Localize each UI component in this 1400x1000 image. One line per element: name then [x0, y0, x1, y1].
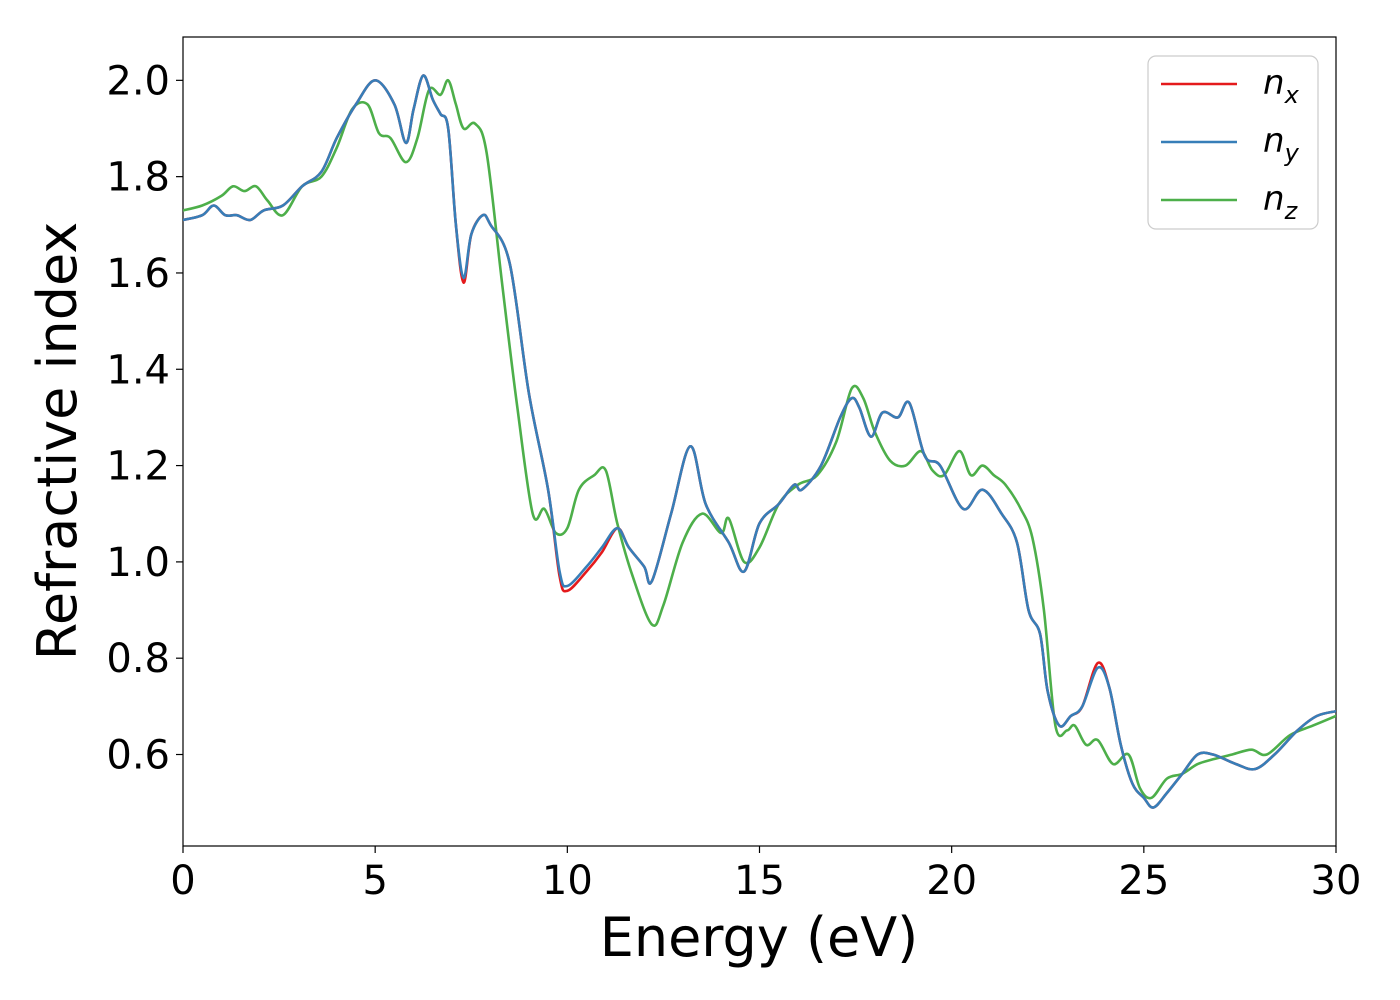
y-axis-title: Refractive index — [26, 222, 89, 661]
legend-label-subscript: z — [1284, 197, 1299, 225]
legend-label-subscript: x — [1284, 81, 1300, 109]
series-layer — [183, 74, 1336, 809]
x-tick-label: 0 — [170, 858, 195, 904]
x-tick-label: 20 — [926, 858, 977, 904]
legend-label-base: n — [1263, 179, 1285, 219]
y-tick-label: 1.0 — [106, 540, 170, 586]
y-tick-label: 1.4 — [106, 347, 170, 393]
legend-label-nz: nz — [1263, 179, 1299, 225]
x-axis-title: Energy (eV) — [600, 906, 919, 969]
legend-label-subscript: y — [1284, 139, 1300, 167]
y-tick-label: 1.8 — [106, 155, 170, 201]
series-line-ny — [183, 74, 1336, 809]
y-tick-label: 1.6 — [106, 251, 170, 297]
legend-label-nx: nx — [1263, 63, 1300, 109]
y-axis: 0.6 0.8 1.0 1.2 1.4 1.6 1.8 2.0 — [106, 58, 183, 779]
y-tick-label: 0.6 — [106, 733, 170, 779]
x-tick-label: 15 — [734, 858, 785, 904]
plot-area — [182, 36, 1337, 847]
series-line-nz — [183, 78, 1336, 800]
y-tick-label: 2.0 — [106, 58, 170, 104]
x-tick-label: 25 — [1118, 858, 1169, 904]
legend-label-ny: ny — [1263, 121, 1300, 167]
y-tick-label: 1.2 — [106, 444, 170, 490]
legend-label-base: n — [1263, 121, 1285, 161]
x-tick-label: 30 — [1311, 858, 1362, 904]
x-tick-label: 10 — [542, 858, 593, 904]
legend-label-base: n — [1263, 63, 1285, 103]
y-tick-label: 0.8 — [106, 636, 170, 682]
x-tick-label: 5 — [362, 858, 387, 904]
x-axis: 0 5 10 15 20 25 30 — [170, 846, 1361, 904]
